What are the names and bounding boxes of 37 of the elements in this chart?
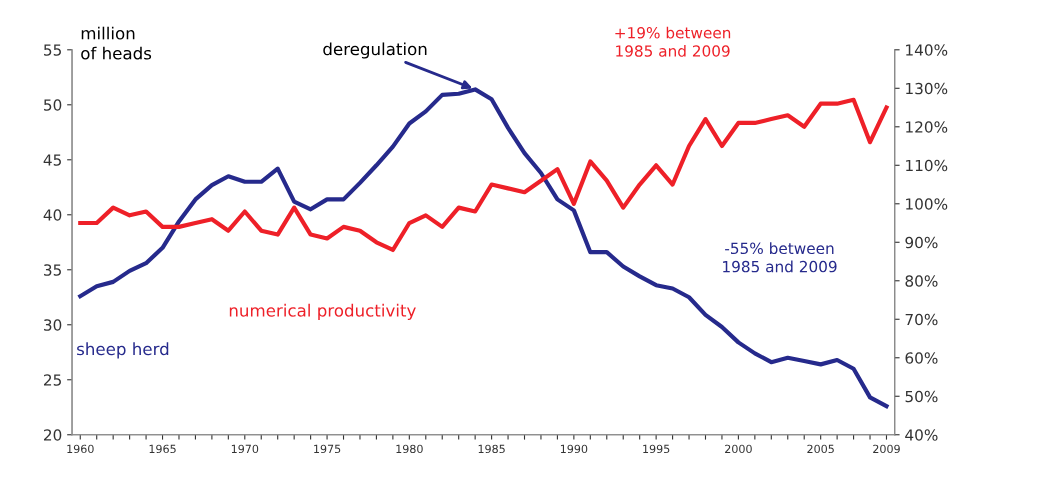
y-tick-label: 20 [43,429,62,441]
y2-tick-label: 90% [905,236,938,249]
x-tick-label: 1990 [560,444,588,454]
annotation: -55% between 1985 and 2009 [723,242,837,273]
y-tick-label: 40 [43,209,62,221]
annotation: +19% between 1985 and 2009 [615,26,731,57]
text: sheep herd [77,342,169,359]
y2-tick-label: 140% [906,44,948,56]
annotation: deregulation [323,42,427,59]
x-tick-label: 2009 [873,444,900,454]
y-tick-label: 45 [43,154,61,166]
x-tick-label: 1970 [231,444,259,454]
y2-tick-label: 40% [905,429,938,441]
x-tick-label: 1975 [314,444,341,454]
y-tick-label: 50 [44,99,62,111]
y-tick-label: 25 [43,374,61,386]
y-tick-label: 35 [44,264,61,276]
y2-tick-label: 100% [906,198,948,210]
y2-tick-label: 70% [905,313,938,326]
x-tick-label: 2000 [725,444,752,454]
y2-tick-label: 120% [906,121,948,133]
x-tick-label: 2005 [807,444,834,454]
x-tick-label: 1995 [643,444,670,454]
y-tick-label: 55 [44,44,61,56]
x-tick-label: 1960 [67,444,94,454]
y-tick-label: 30 [44,319,62,331]
y2-tick-label: 130% [906,82,948,95]
line-series [78,97,889,253]
x-tick-label: 1985 [478,444,505,454]
y2-tick-label: 110% [906,159,948,172]
y2-tick-label: 50% [905,390,938,403]
x-tick-label: 1980 [396,444,423,454]
y2-tick-label: 60% [905,352,938,364]
x-tick-label: 1965 [149,444,176,454]
text: numerical productivity [229,303,416,320]
y-axis-title: million of heads [81,26,152,60]
y2-tick-label: 80% [905,275,938,287]
